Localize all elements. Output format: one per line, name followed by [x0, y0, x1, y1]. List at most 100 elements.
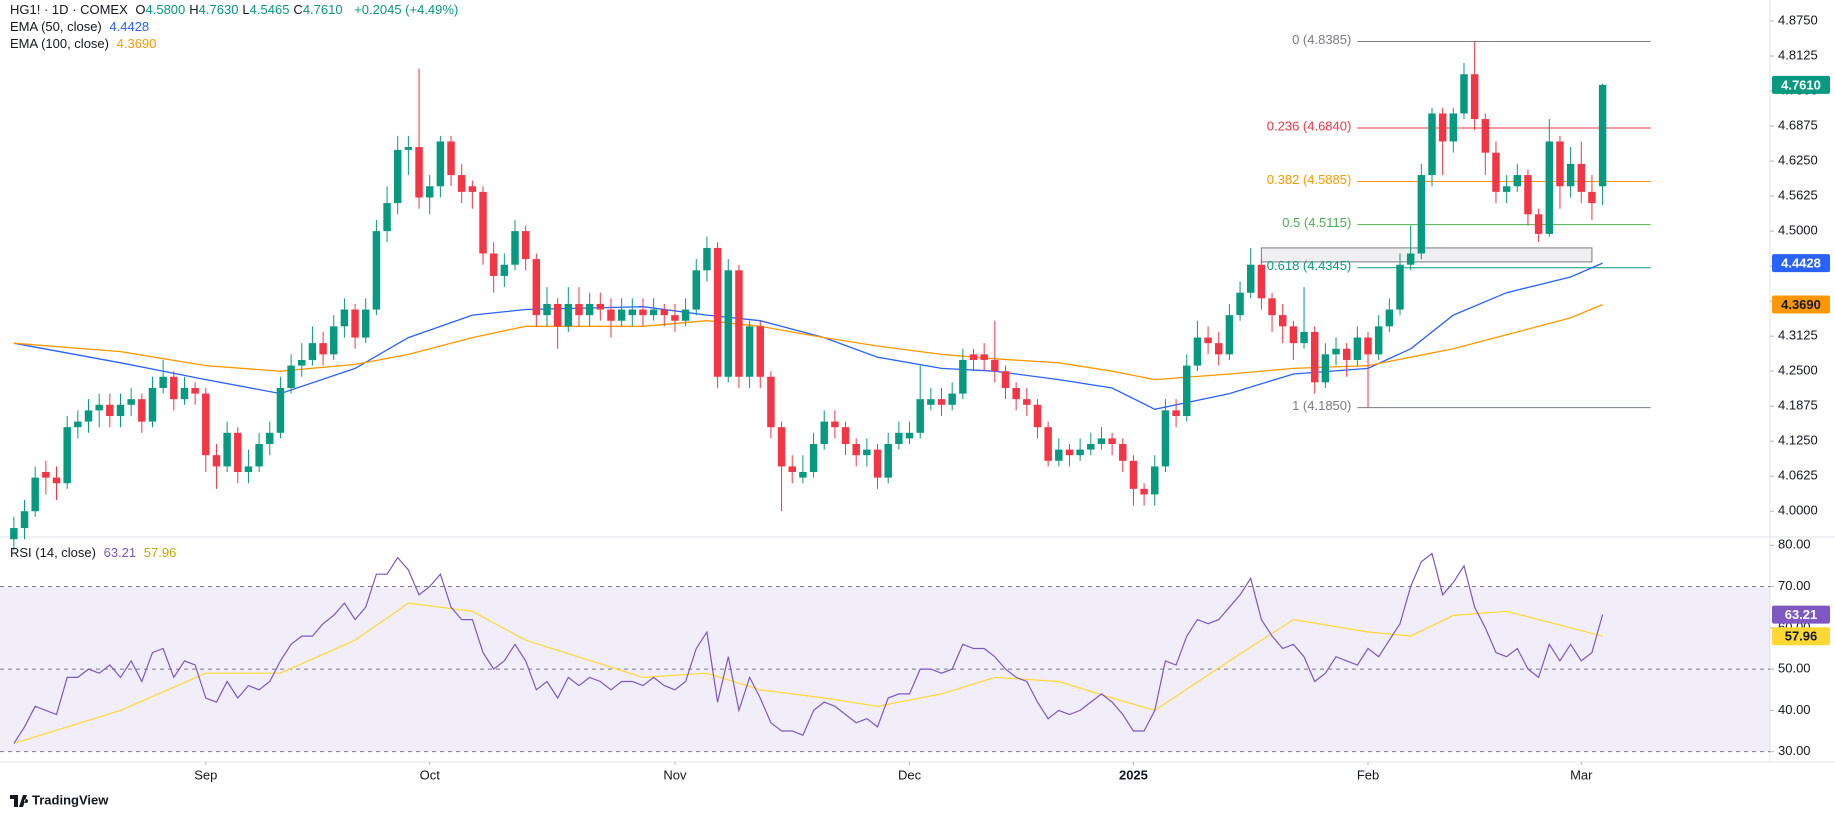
- ema-line: [13, 303, 1603, 381]
- ema-line: [13, 262, 1603, 410]
- candle-body: [1364, 337, 1372, 355]
- price-tag: [1772, 605, 1830, 624]
- field-value: 4.5800: [145, 2, 186, 17]
- fib-label: 0.5 (4.5115): [1282, 215, 1351, 230]
- candle-body: [372, 231, 381, 310]
- brand-name: TradingView: [32, 792, 109, 807]
- candle-body: [767, 376, 775, 428]
- rsi-legend: RSI (14, close) 63.21 57.96: [10, 545, 180, 560]
- candle-body: [191, 387, 199, 394]
- candle-body: [575, 303, 583, 316]
- candle-body: [500, 264, 509, 276]
- candle-body: [777, 427, 786, 467]
- rsi-ma-line: [13, 602, 1603, 744]
- candle-body: [74, 421, 82, 428]
- candle-body: [298, 359, 306, 366]
- candle-body: [468, 186, 477, 192]
- rsi-name: RSI (14, close): [10, 545, 96, 560]
- candle-body: [1332, 348, 1340, 355]
- candle-body: [1033, 404, 1042, 428]
- candle-body: [1417, 175, 1426, 254]
- candle-body: [617, 309, 626, 321]
- candle-body: [1225, 315, 1234, 355]
- field-name: L: [242, 2, 250, 17]
- rsi-ma-value: 57.96: [143, 545, 177, 560]
- rsi-tick-label: 30.00: [1778, 743, 1811, 758]
- candle-body: [159, 376, 167, 388]
- candle-body: [873, 449, 882, 478]
- candle-body: [1342, 348, 1351, 360]
- candle-body: [863, 449, 871, 456]
- candle-body: [415, 147, 423, 198]
- candle-body: [1577, 163, 1586, 192]
- candle-body: [20, 511, 29, 529]
- candle-body: [1566, 163, 1575, 187]
- candle-body: [244, 466, 253, 473]
- candle-body: [521, 231, 530, 260]
- price-tag-label: 4.4428: [1781, 256, 1821, 271]
- candle-body: [1076, 449, 1084, 456]
- candle-body: [223, 432, 231, 467]
- rsi-tick-label: 50.00: [1778, 661, 1811, 676]
- rsi-tick-label: 70.00: [1778, 578, 1811, 593]
- fib-label: 0 (4.8385): [1292, 32, 1351, 47]
- candle-body: [1556, 141, 1564, 187]
- candle-body: [852, 443, 860, 456]
- candle-body: [660, 309, 669, 316]
- x-tick-label: Dec: [898, 767, 922, 782]
- candle-body: [266, 432, 274, 444]
- candle-body: [287, 365, 295, 388]
- rsi-line: [13, 552, 1604, 744]
- candle-body: [1524, 175, 1532, 215]
- candle-body: [1204, 337, 1212, 344]
- candle-body: [1044, 427, 1052, 461]
- candle-body: [31, 477, 39, 512]
- candle-body: [1428, 113, 1436, 176]
- y-tick-label: 4.8125: [1778, 47, 1818, 62]
- y-tick-label: 4.8750: [1778, 12, 1818, 27]
- candle-body: [639, 309, 647, 316]
- symbol: HG1! · 1D · COMEX: [10, 2, 128, 17]
- candle-body: [1300, 331, 1308, 344]
- candle-body: [585, 303, 594, 316]
- x-tick-label: Oct: [420, 767, 441, 782]
- ema-value: 4.4428: [109, 19, 150, 34]
- candle-body: [799, 472, 807, 478]
- candle-body: [564, 303, 573, 327]
- candle-body: [1140, 488, 1148, 495]
- candle-body: [1193, 337, 1202, 366]
- candle-body: [788, 466, 796, 473]
- candle-body: [319, 343, 327, 355]
- candle-body: [596, 303, 605, 310]
- change: +0.2045 (+4.49%): [354, 2, 459, 17]
- candle-body: [1502, 186, 1511, 192]
- candle-body: [969, 354, 978, 360]
- candle-body: [745, 326, 754, 377]
- candle-body: [1183, 365, 1191, 416]
- candle-body: [84, 410, 93, 422]
- candle-body: [1470, 74, 1479, 120]
- candle-body: [63, 427, 71, 484]
- candle-body: [1545, 141, 1554, 234]
- candle-body: [532, 259, 541, 316]
- candle-body: [553, 303, 562, 327]
- field-name: O: [135, 2, 146, 17]
- candle-body: [927, 399, 935, 405]
- fib-label: 0.618 (4.4345): [1267, 258, 1352, 273]
- candle-body: [1492, 152, 1500, 192]
- field-value: 4.7630: [198, 2, 239, 17]
- brand-logo: TradingView: [10, 792, 109, 807]
- candle-body: [255, 443, 263, 467]
- candle-body: [959, 359, 967, 394]
- candle-body: [308, 343, 317, 360]
- y-tick-label: 4.1875: [1778, 398, 1818, 413]
- candle-body: [10, 528, 18, 540]
- candle-body: [1353, 337, 1362, 360]
- y-tick-label: 4.5000: [1778, 223, 1818, 238]
- x-tick-label: Sep: [194, 767, 217, 782]
- candle-body: [905, 432, 914, 439]
- candle-body: [1119, 443, 1127, 461]
- candle-body: [607, 309, 615, 321]
- field-value: 4.7610: [302, 2, 343, 17]
